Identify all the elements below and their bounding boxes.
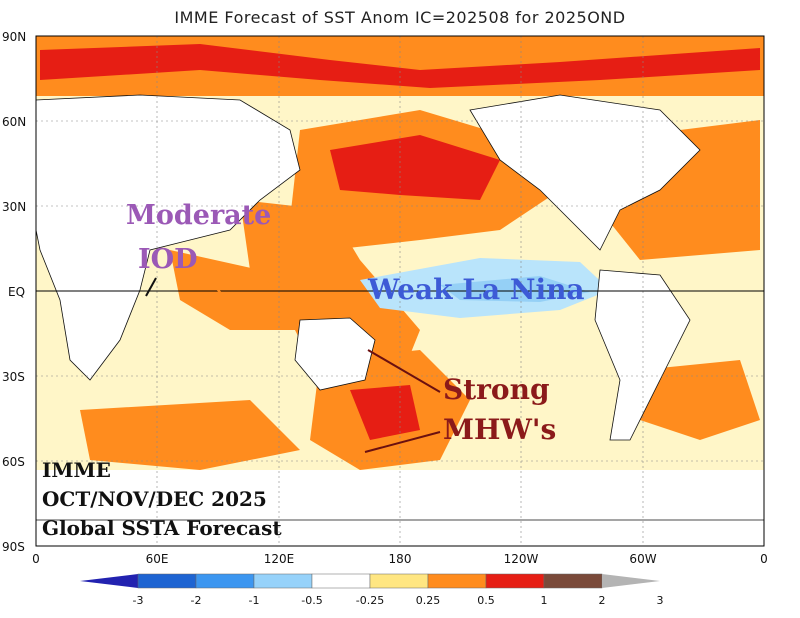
colorbar-label: -2 [190, 594, 202, 607]
annotation-la-nina: Weak La Nina [368, 273, 585, 306]
north-pacific-strong [330, 135, 500, 200]
lat-label-eq: EQ [8, 285, 26, 299]
lat-label-60n: 60N [2, 115, 27, 129]
land-north-america [469, 94, 701, 251]
southern-indian-warm [80, 400, 300, 470]
map-frame [35, 35, 765, 547]
colorbar-label: 2 [598, 594, 606, 607]
annotation-mhw-line1: Strong [443, 373, 550, 406]
info-period: OCT/NOV/DEC 2025 [42, 487, 267, 511]
colorbar [80, 573, 660, 589]
colorbar-arrow-high [602, 574, 660, 588]
map-title: IMME Forecast of SST Anom IC=202508 for … [174, 8, 626, 27]
west-pacific-warm [240, 200, 420, 400]
colorbar-swatch [311, 573, 371, 589]
south-atlantic-warm [640, 360, 760, 440]
colorbar-swatch [195, 573, 255, 589]
lat-label-60s: 60S [2, 455, 25, 469]
land-australia [294, 317, 376, 391]
lon-label-120w: 120W [503, 552, 539, 566]
lon-label-0-east: 0 [760, 552, 768, 566]
colorbar-swatch [369, 573, 429, 589]
lat-label-90s: 90S [2, 540, 25, 554]
colorbar-swatch [485, 573, 545, 589]
lon-label-180: 180 [388, 552, 412, 566]
lat-label-30n: 30N [2, 200, 27, 214]
indian-ocean-warm [170, 250, 300, 330]
colorbar-label: -0.5 [301, 594, 323, 607]
lon-label-0-west: 0 [32, 552, 40, 566]
colorbar-swatch [427, 573, 487, 589]
mhw-pointer-2 [364, 431, 441, 453]
colorbar-label: -3 [132, 594, 144, 607]
la-nina-cool [360, 258, 610, 318]
annotation-iod-line1: Moderate [126, 200, 272, 231]
iod-pointer-east [203, 277, 251, 319]
mhw-pointer-1 [367, 349, 441, 393]
colorbar-swatch [543, 573, 603, 589]
colorbar-arrow-low [80, 574, 138, 588]
colorbar-label: 0.5 [477, 594, 495, 607]
la-nina-core [440, 276, 590, 302]
colorbar-swatch [137, 573, 197, 589]
info-model-name: IMME [42, 458, 111, 482]
colorbar-label: 3 [656, 594, 664, 607]
arctic-strong [40, 44, 760, 88]
annotation-mhw-line2: MHW's [443, 413, 557, 446]
colorbar-label: -1 [248, 594, 260, 607]
colorbar-label: 1 [540, 594, 548, 607]
colorbar-swatch [253, 573, 313, 589]
iod-pointer-west [145, 277, 157, 297]
colorbar-label: 0.25 [415, 594, 441, 607]
land-south-america [594, 269, 691, 441]
lon-label-60w: 60W [629, 552, 657, 566]
south-pacific-strong [350, 385, 420, 440]
colorbar-label: -0.25 [355, 594, 385, 607]
info-description: Global SSTA Forecast [42, 516, 282, 540]
lon-label-120e: 120E [263, 552, 295, 566]
land-africa-eurasia [36, 94, 301, 381]
lon-label-60e: 60E [145, 552, 169, 566]
annotation-iod-line2: IOD [138, 244, 198, 275]
lat-label-30s: 30S [2, 370, 25, 384]
lat-label-90n: 90N [2, 30, 27, 44]
